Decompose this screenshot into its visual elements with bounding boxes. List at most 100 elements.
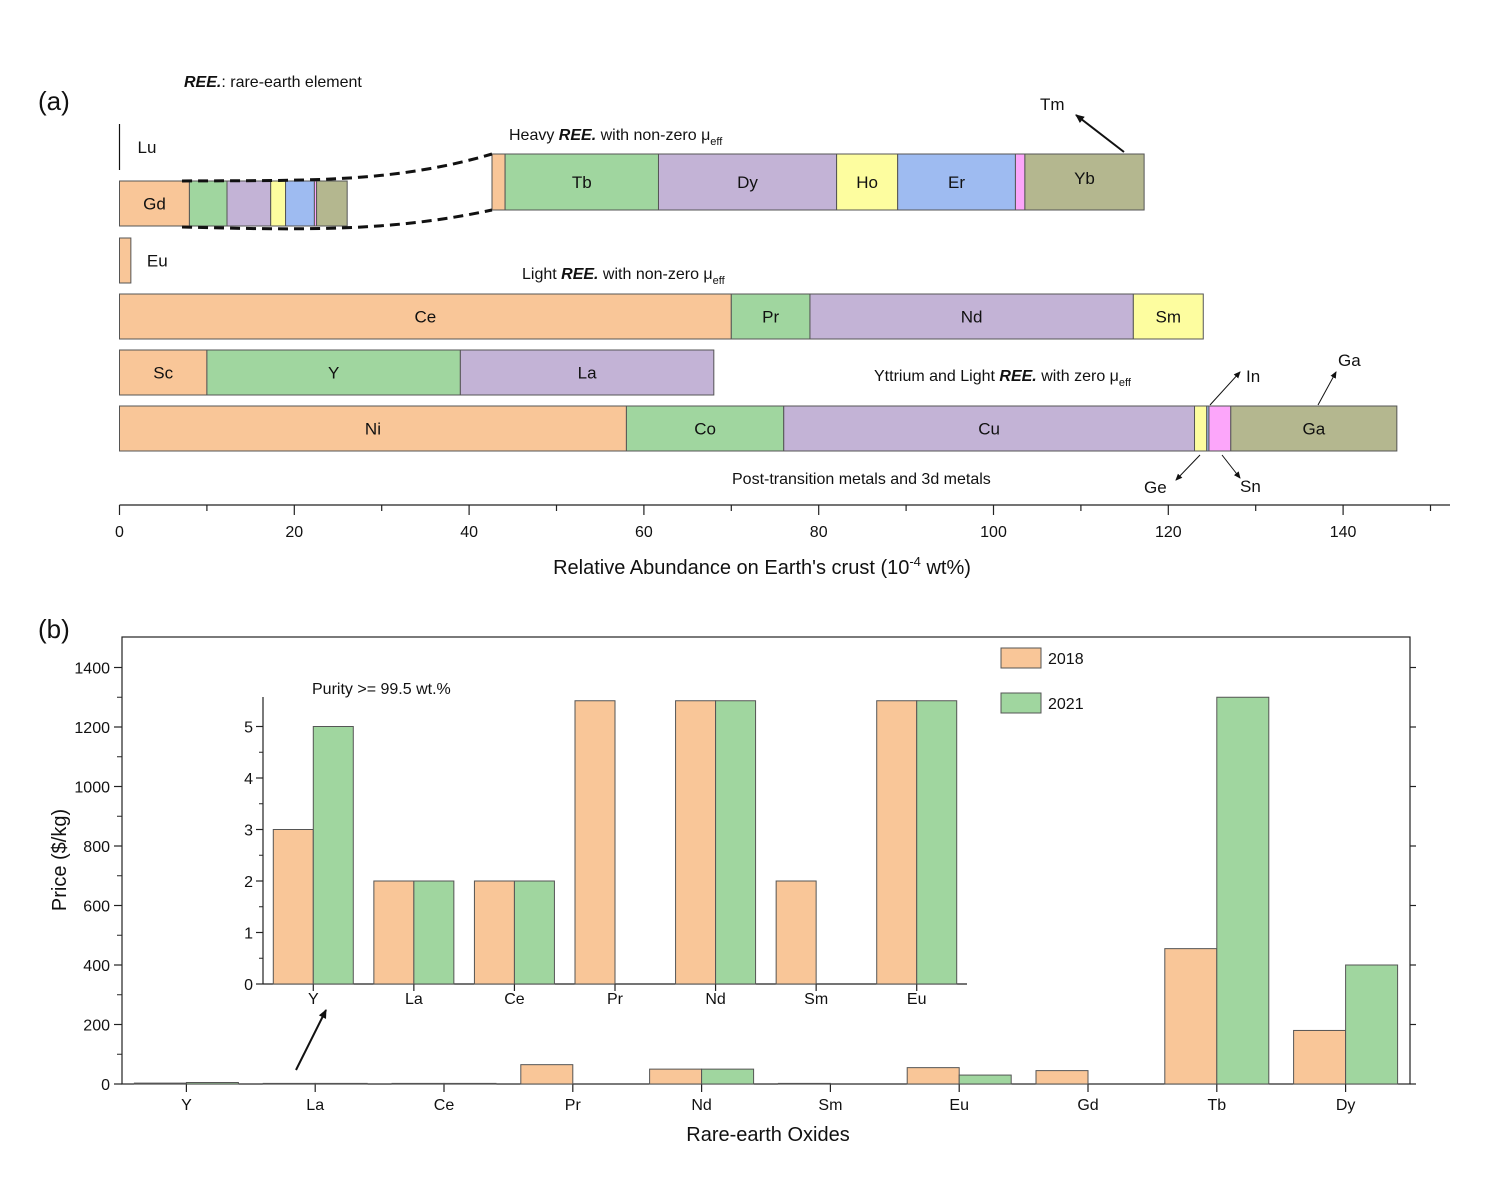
seg-label-eu: Eu xyxy=(147,252,168,271)
zoom-segment-ho xyxy=(836,153,899,211)
inset-y-tick-label: 4 xyxy=(244,771,253,788)
in-callout-arrow xyxy=(1209,371,1241,406)
seg-label-gd: Gd xyxy=(143,195,166,214)
yttrium-ree-label-sub: eff xyxy=(1119,377,1132,389)
bar-segment-ge xyxy=(1194,405,1208,452)
legend-swatch-2021 xyxy=(1000,692,1042,714)
bar-2018-gd xyxy=(1035,1070,1089,1085)
inset-bar-2018-ce xyxy=(473,880,515,985)
panel-b-y-tick-label: 600 xyxy=(83,899,110,916)
panel-a-x-tick-label: 60 xyxy=(635,524,653,541)
inset-x-tick-label-y: Y xyxy=(308,991,319,1008)
inset-bar-2021-la xyxy=(413,880,455,985)
bar-2021-tb xyxy=(1216,696,1270,1085)
bar-segment-sm xyxy=(1132,293,1204,340)
panel-b-y-axis-title: Price ($/kg) xyxy=(49,809,71,911)
panel-a-x-axis-title: Relative Abundance on Earth's crust (10-… xyxy=(553,554,971,579)
inset-title: Purity >= 99.5 wt.% xyxy=(312,681,451,698)
bar-segment-sc xyxy=(119,349,208,396)
bar-2021-y xyxy=(185,1082,239,1085)
seg-label-ga: Ga xyxy=(1302,420,1325,439)
bar-segment-ga xyxy=(1230,405,1398,452)
ree-legend-rest: : rare-earth element xyxy=(221,74,362,91)
tm-callout-arrow xyxy=(1075,114,1125,153)
bar-2021-nd xyxy=(701,1068,755,1085)
panel-b-x-tick-label-y: Y xyxy=(181,1097,192,1114)
panel-b-frame xyxy=(121,636,1411,1085)
bar-segment-pr xyxy=(730,293,811,340)
inset-y-tick-label: 1 xyxy=(244,926,253,943)
panel-a-x-tick-label: 80 xyxy=(810,524,828,541)
bar-2018-y xyxy=(133,1082,187,1085)
legend-label-2018: 2018 xyxy=(1048,651,1084,668)
panel-b-y-tick-label: 200 xyxy=(83,1018,110,1035)
panel-a-x-title-sup: -4 xyxy=(909,554,921,569)
zoom-label-dy: Dy xyxy=(737,173,758,192)
bar-segment-co xyxy=(625,405,785,452)
panel-b-main-plot: 0 200 400 600 800 1000 1200 1400 Y La Ce Pr Nd Sm Eu Gd… xyxy=(74,661,1416,1114)
panel-b-x-tick-label-nd: Nd xyxy=(691,1097,711,1114)
light-ree-label-bold: REE. xyxy=(561,266,598,283)
bar-2018-la xyxy=(262,1082,316,1085)
heavy-ree-label-pre: Heavy xyxy=(509,127,559,144)
panel-b-letter: (b) xyxy=(38,614,70,644)
light-ree-label-sub: eff xyxy=(713,275,726,287)
bar-2018-tb xyxy=(1164,948,1218,1085)
inset-x-tick-label-sm: Sm xyxy=(804,991,828,1008)
inset-y-tick-label: 5 xyxy=(244,720,253,737)
zoom-connector-bottom xyxy=(181,208,493,231)
inset-x-tick-label-nd: Nd xyxy=(705,991,725,1008)
bar-2018-nd xyxy=(649,1068,703,1085)
panel-b-x-tick-label-gd: Gd xyxy=(1077,1097,1098,1114)
panel-a-bars: Lu Gd Eu Ce Pr Nd Sm Sc Y La Ni Co Cu Ga Tb Dy Ho Er Yb xyxy=(118,124,1398,452)
zoom-segment-gd xyxy=(491,153,506,211)
legend-label-2021: 2021 xyxy=(1048,696,1084,713)
zoom-label-ho: Ho xyxy=(856,173,878,192)
panel-b-legend: 2018 2021 xyxy=(1000,647,1084,714)
seg-label-y: Y xyxy=(328,364,339,383)
bar-2018-sm xyxy=(777,1082,831,1085)
yttrium-ree-label: Yttrium and Light REE. with zero μeff xyxy=(874,368,1132,389)
panel-b-x-tick-label-la: La xyxy=(306,1097,324,1114)
zoom-segment-yb xyxy=(1024,153,1145,211)
panel-b-x-tick-label-pr: Pr xyxy=(565,1097,582,1114)
ga-callout-label: Ga xyxy=(1338,351,1361,370)
seg-label-pr: Pr xyxy=(762,308,779,327)
inset-pointer-arrow xyxy=(295,1009,327,1071)
panel-b-x-tick-label-dy: Dy xyxy=(1336,1097,1356,1114)
seg-label-cu: Cu xyxy=(978,420,1000,439)
ge-callout-label: Ge xyxy=(1144,478,1167,497)
ge-callout-arrow xyxy=(1175,454,1201,481)
inset-bar-2021-ce xyxy=(513,880,555,985)
ga-callout-arrow xyxy=(1317,371,1337,406)
bar-2021-ce xyxy=(443,1082,497,1085)
inset-bar-2021-y xyxy=(312,726,354,985)
bar-2018-eu xyxy=(906,1067,960,1085)
bar-segment-tb xyxy=(188,180,228,227)
panel-a-x-tick-label: 20 xyxy=(285,524,303,541)
inset-x-tick-label-pr: Pr xyxy=(607,991,624,1008)
zoom-label-yb: Yb xyxy=(1074,169,1095,188)
panel-b-x-tick-label-ce: Ce xyxy=(434,1097,455,1114)
panel-a-x-title-post: wt%) xyxy=(921,557,971,579)
post-transition-label: Post-transition metals and 3d metals xyxy=(732,471,991,488)
seg-label-ni: Ni xyxy=(365,420,381,439)
bar-segment-ce xyxy=(119,293,732,340)
ree-legend-note: REE.: rare-earth element xyxy=(184,74,362,91)
sn-callout-label: Sn xyxy=(1240,477,1261,496)
inset-y-tick-label: 2 xyxy=(244,874,253,891)
inset-bar-2018-la xyxy=(373,880,415,985)
panel-b-y-tick-label: 1000 xyxy=(74,780,110,797)
heavy-ree-label-bold: REE. xyxy=(559,127,596,144)
panel-b-x-tick-label-sm: Sm xyxy=(818,1097,842,1114)
bar-segment-ho xyxy=(270,180,287,227)
zoom-segment-tm xyxy=(1014,153,1026,211)
light-ree-label-post: with non-zero μ xyxy=(598,266,712,283)
panel-a-x-tick-label: 140 xyxy=(1330,524,1357,541)
yttrium-ree-label-post: with zero μ xyxy=(1037,368,1119,385)
zoom-connector-top xyxy=(181,152,493,183)
seg-label-sc: Sc xyxy=(153,364,173,383)
seg-label-la: La xyxy=(578,364,597,383)
panel-a-x-tick-label: 40 xyxy=(460,524,478,541)
